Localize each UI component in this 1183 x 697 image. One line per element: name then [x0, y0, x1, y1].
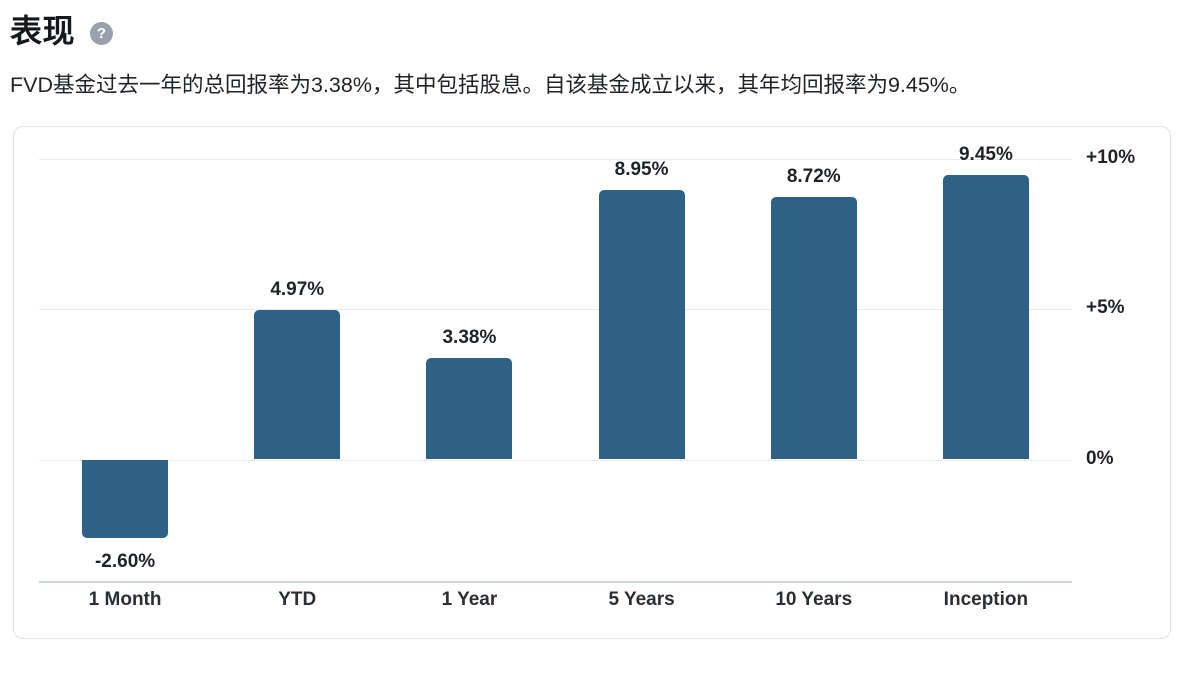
- performance-description: FVD基金过去一年的总回报率为3.38%，其中包括股息。自该基金成立以来，其年均…: [10, 73, 971, 97]
- bar-inception: [942, 175, 1029, 460]
- bar-value-label-10-years: 8.72%: [786, 166, 841, 188]
- bar-value-label-inception: 9.45%: [958, 144, 1013, 166]
- gridline-5pct: [39, 309, 1072, 310]
- page-title: 表现: [10, 13, 76, 49]
- y-axis-label-0pct: 0%: [1086, 447, 1114, 469]
- section-header: 表现 ?: [10, 8, 1173, 54]
- bar-10-years: [770, 197, 857, 460]
- bar-1-month: [82, 459, 169, 538]
- bar-value-label-5-years: 8.95%: [614, 159, 669, 181]
- bar-value-label-1-month: -2.60%: [94, 550, 156, 572]
- gridline-0pct: [39, 459, 1072, 461]
- help-icon[interactable]: ?: [90, 22, 114, 45]
- x-axis-label-1-month: 1 Month: [88, 589, 162, 610]
- bar-ytd: [254, 309, 341, 460]
- bar-value-label-1-year: 3.38%: [442, 326, 497, 348]
- x-axis-line: [39, 581, 1072, 583]
- y-axis-label-5pct: +5%: [1086, 297, 1125, 318]
- y-axis-label-10pct: +10%: [1086, 146, 1136, 168]
- x-axis-label-ytd: YTD: [278, 589, 317, 610]
- bar-5-years: [598, 190, 685, 460]
- bar-1-year: [426, 357, 513, 460]
- x-axis-label-1-year: 1 Year: [441, 589, 498, 610]
- x-axis-label-inception: Inception: [943, 589, 1029, 610]
- gridline-10pct: [39, 158, 1072, 160]
- performance-section: 表现 ? FVD基金过去一年的总回报率为3.38%，其中包括股息。自该基金成立以…: [10, 8, 1173, 639]
- x-axis-label-5-years: 5 Years: [608, 589, 675, 610]
- x-axis-label-10-years: 10 Years: [775, 589, 853, 610]
- bar-value-label-ytd: 4.97%: [270, 278, 325, 300]
- performance-bar-chart: +10% +5% 0% -2.60% 1 Month 4.97% YTD 3.38% 1 Yea…: [13, 126, 1171, 639]
